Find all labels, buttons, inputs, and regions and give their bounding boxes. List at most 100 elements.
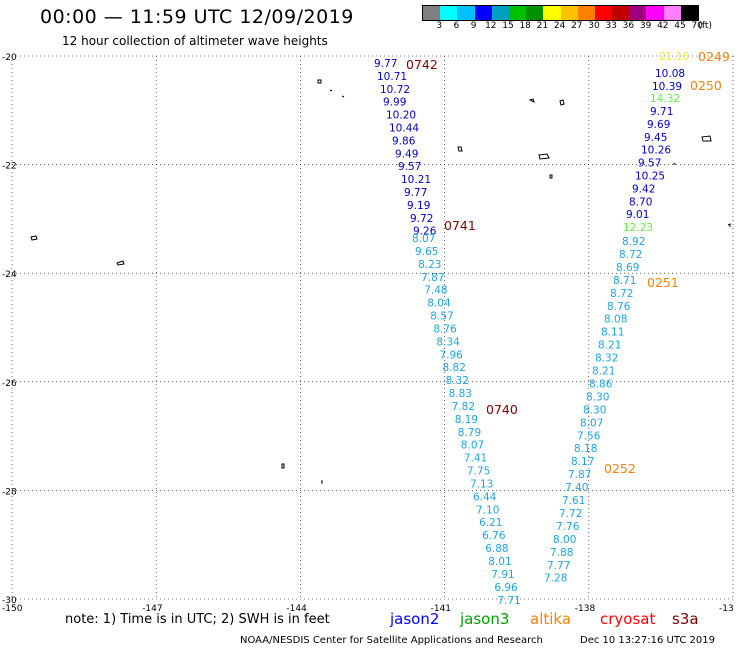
island [30,235,38,241]
wave-height-value: 8.07 [461,440,484,452]
wave-height-value: 6.44 [473,491,497,503]
color-swatch [680,6,698,20]
pass-label: 0251 [647,275,679,290]
color-scale-label: 15 [502,21,514,31]
wave-height-value: 7.91 [491,569,514,581]
wave-height-value: 8.32 [595,353,618,365]
wave-height-value: 8.72 [610,288,633,300]
longitude-label: -147 [142,604,162,614]
wave-height-value: 8.83 [449,388,472,400]
wave-height-value: 8.23 [418,259,441,271]
color-scale-label: 9 [470,21,477,31]
wave-height-value: 10.25 [635,171,665,183]
wave-height-value: 8.19 [455,414,478,426]
island [329,89,333,92]
credit-text: NOAA/NESDIS Center for Satellite Applica… [240,635,543,646]
wave-height-value: 8.34 [436,336,460,348]
island [321,480,323,484]
island [116,260,125,266]
color-scale-label: 18 [519,21,531,31]
island [549,174,553,179]
wave-height-value: 10.26 [641,145,671,157]
longitude-label: -144 [286,604,307,614]
wave-height-value: 9.86 [392,135,416,147]
wave-height-value: 8.30 [586,391,609,403]
page-title: 00:00 — 11:59 UTC 12/09/2019 [40,6,354,28]
pass-label: 0252 [604,461,636,476]
wave-height-value: 8.17 [571,456,594,468]
wave-height-value: 9.49 [395,148,418,160]
wave-height-value: 8.92 [622,236,645,248]
wave-height-value: 10.44 [389,123,419,135]
wave-height-value: 8.70 [629,196,652,208]
color-scale-label: 36 [622,21,635,31]
pass-label: 0741 [444,218,476,233]
page-subtitle: 12 hour collection of altimeter wave hei… [62,34,328,48]
longitude-labels: -150 -147 -144 -141 -138 -13 [2,604,734,614]
wave-height-value: 7.48 [424,285,447,297]
color-swatch [612,6,630,20]
wave-height-value: 14.32 [650,93,680,105]
island [559,99,565,106]
island [528,98,535,103]
legend-jason2: jason2 [390,610,440,628]
wave-height-value: 9.77 [404,187,427,199]
color-scale-label: 30 [588,21,600,31]
wave-height-value: 8.08 [604,314,627,326]
color-swatch [508,6,527,20]
wave-height-value: 7.71 [497,595,520,607]
wave-height-value: 8.11 [601,327,624,339]
timestamp: Dec 10 13:27:16 UTC 2019 [580,635,715,646]
wave-height-value: 9.69 [647,119,670,131]
wave-height-value: 8.79 [458,427,481,439]
wave-height-value: 9.45 [644,132,667,144]
color-scale-bar [422,5,699,21]
legend-cryosat: cryosat [600,610,656,628]
wave-height-value: 8.57 [430,311,453,323]
latitude-label: -30 [2,596,17,606]
wave-height-value: 8.00 [553,534,576,546]
latitude-label: -22 [2,162,17,172]
wave-height-value: 6.88 [485,543,508,555]
wave-height-value: 9.26 [413,226,437,238]
wave-height-value: 10.20 [386,110,416,122]
latitude-label: -20 [2,53,17,63]
color-scale-label: 39 [639,21,652,31]
wave-height-value: 9.42 [632,183,655,195]
wave-height-value: 8.18 [574,443,597,455]
pass-label: 0740 [486,402,518,417]
island [317,79,322,84]
wave-height-value: 8.32 [446,375,469,387]
wave-height-value: 9.57 [398,161,421,173]
wave-height-value: 7.61 [562,495,585,507]
islands [30,79,731,484]
color-scale-label: 33 [605,21,617,31]
pass-label: 0742 [406,57,438,72]
color-scale-label: 12 [485,21,497,31]
color-swatch [457,6,475,20]
color-scale-label: 70 [691,21,703,31]
wave-height-value: 8.30 [583,404,606,416]
wave-height-value: 7.75 [467,466,490,478]
legend-altika: altika [530,610,572,628]
wave-height-value: 7.96 [439,349,463,361]
wave-height-value: 9.65 [415,246,438,258]
wave-height-value: 9.99 [383,97,406,109]
footnote: note: 1) Time is in UTC; 2) SWH is in fe… [65,612,330,627]
island [727,223,731,227]
wave-height-value: 7.77 [547,560,570,572]
color-swatch [646,6,664,20]
longitude-label: -138 [575,604,596,614]
wave-height-value: 7.82 [452,401,475,413]
wave-height-value: 7.76 [556,521,580,533]
wave-height-value: 9.71 [650,106,673,118]
wave-height-value: 7.72 [559,508,582,520]
wave-height-value: 8.21 [592,366,615,378]
color-scale-label: 6 [453,21,460,31]
wave-height-value: 6.96 [494,582,518,594]
color-swatch [663,6,681,20]
latitude-labels: -20 -22 -24 -26 -28 -30 [2,53,17,606]
island [341,95,345,98]
color-swatch [543,6,561,20]
